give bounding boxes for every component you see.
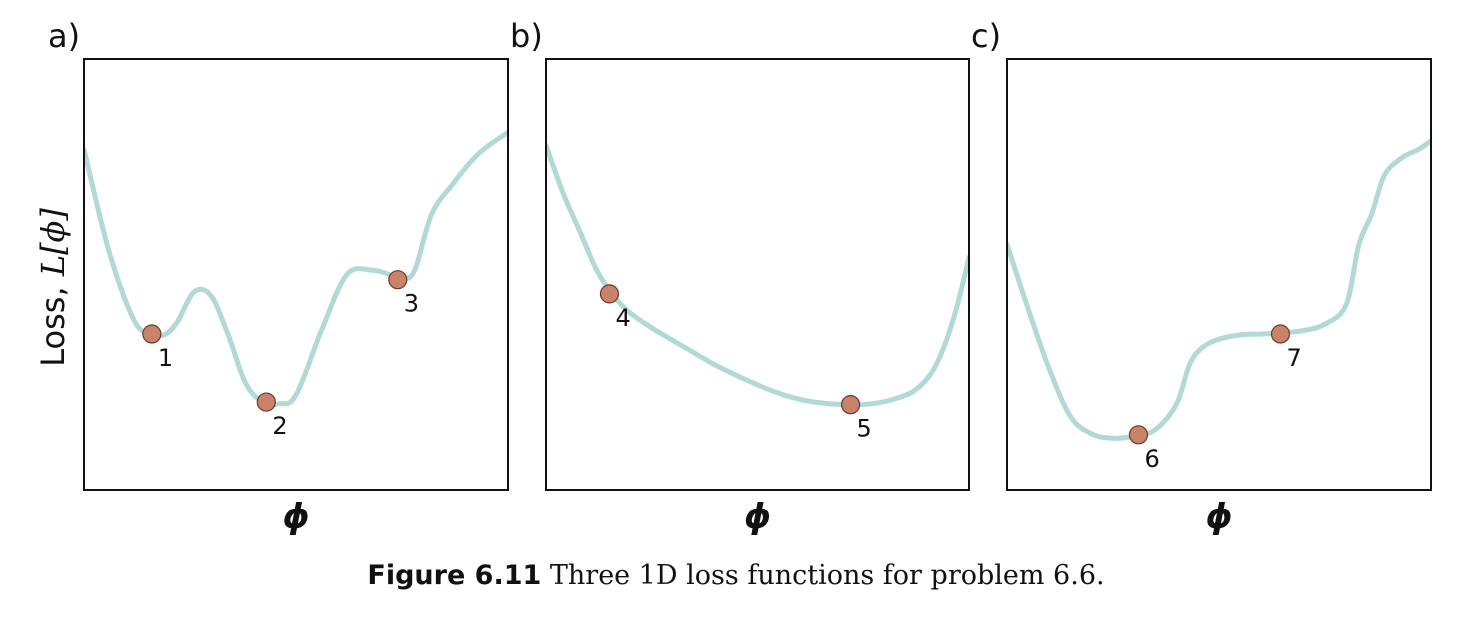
figure-label: Figure 6.11 — [367, 560, 542, 591]
figure-caption: Figure 6.11 Three 1D loss functions for … — [0, 560, 1472, 591]
loss-curve — [84, 129, 508, 408]
x-axis-label: ϕ — [744, 497, 771, 537]
y-axis-label: Loss, L[ϕ] — [34, 208, 72, 367]
loss-curve — [1007, 138, 1431, 441]
point-label-2: 2 — [272, 412, 287, 440]
point-label-1: 1 — [158, 344, 173, 372]
point-label-5: 5 — [857, 415, 872, 443]
point-3 — [388, 270, 408, 290]
point-5 — [840, 395, 861, 415]
loss-curve — [546, 142, 969, 408]
figure-caption-text: Three 1D loss functions for problem 6.6. — [541, 560, 1105, 591]
point-label-4: 4 — [615, 304, 630, 332]
axes-frame — [83, 58, 509, 491]
point-6 — [1128, 425, 1149, 445]
panel-label: a) — [48, 17, 80, 55]
x-axis-label: ϕ — [282, 497, 309, 537]
panel-label: c) — [971, 17, 1001, 55]
point-label-3: 3 — [404, 290, 419, 318]
point-label-6: 6 — [1144, 445, 1159, 473]
axes-frame — [545, 58, 970, 491]
point-2 — [256, 392, 276, 412]
panel-2: b) 4 5 ϕ — [510, 17, 970, 537]
point-label-7: 7 — [1286, 344, 1301, 372]
panel-label: b) — [510, 17, 543, 55]
y-axis-label-math: L[ϕ] — [34, 208, 72, 278]
axes-frame — [1006, 58, 1432, 491]
panel-3: c) 6 7 ϕ — [971, 17, 1432, 537]
panel-1: a) 1 2 3 ϕ Loss, L[ϕ] — [34, 17, 509, 537]
point-1 — [142, 324, 162, 344]
point-4 — [599, 284, 620, 304]
y-axis-label-text: Loss, — [34, 276, 72, 367]
x-axis-label: ϕ — [1205, 497, 1232, 537]
point-7 — [1270, 324, 1291, 344]
